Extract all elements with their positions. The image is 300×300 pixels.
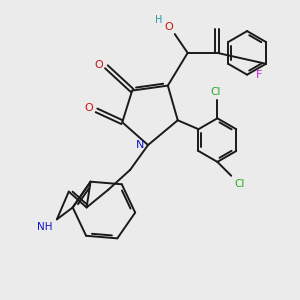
Text: O: O bbox=[164, 22, 173, 32]
Text: Cl: Cl bbox=[210, 86, 220, 97]
Text: NH: NH bbox=[37, 222, 53, 232]
Text: F: F bbox=[256, 70, 262, 80]
Text: H: H bbox=[155, 15, 163, 25]
Text: N: N bbox=[136, 140, 144, 150]
Text: O: O bbox=[84, 103, 93, 113]
Text: Cl: Cl bbox=[234, 179, 244, 189]
Text: O: O bbox=[94, 60, 103, 70]
